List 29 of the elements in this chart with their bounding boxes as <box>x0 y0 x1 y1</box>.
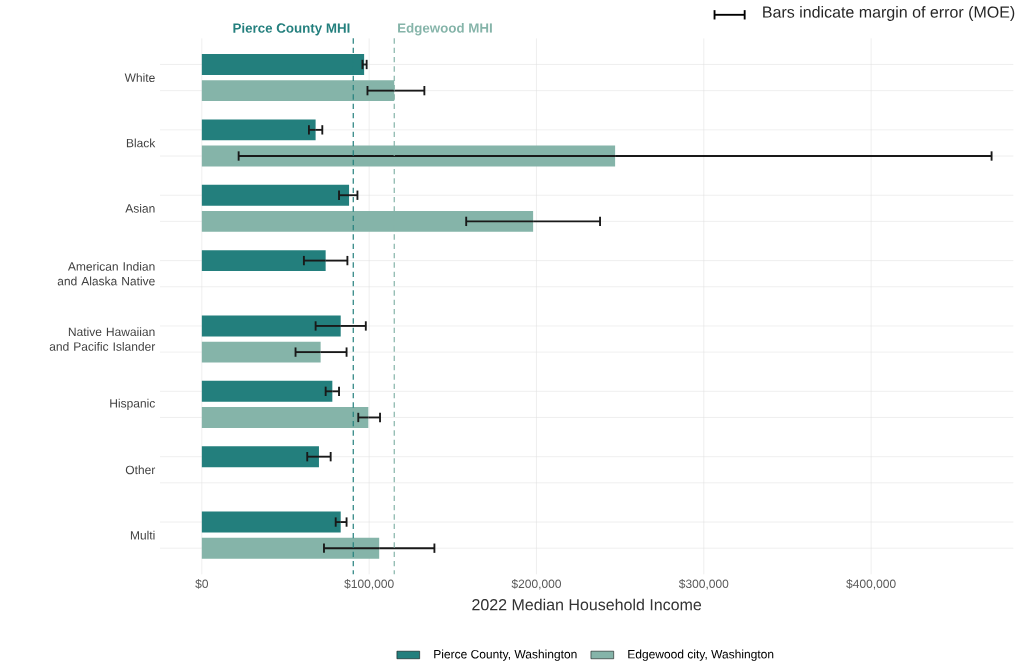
bar <box>201 511 341 533</box>
x-axis-title: 2022 Median Household Income <box>472 598 702 611</box>
ref-line-label: Pierce County MHI <box>233 23 350 36</box>
bar <box>201 341 321 363</box>
legend-label: Pierce County, Washington <box>434 649 577 661</box>
bar <box>201 119 316 141</box>
y-tick-label: American Indian and Alaska Native <box>57 262 155 286</box>
y-tick-label: Hispanic <box>110 398 155 411</box>
bar <box>201 381 333 402</box>
ref-line-label: Edgewood MHI <box>398 23 492 36</box>
x-tick-label: $0 <box>195 579 209 589</box>
bar <box>201 250 326 272</box>
y-tick-label: Native Hawaiian and Pacific Islander <box>49 327 156 351</box>
x-tick-label: $100,000 <box>344 579 394 590</box>
x-tick-label: $400,000 <box>846 579 896 590</box>
y-tick-label: Other <box>125 465 156 475</box>
text: Bars indicate margin of error (MOE) <box>763 6 1015 22</box>
x-tick-label: $200,000 <box>511 579 562 590</box>
y-tick-label: Multi <box>130 530 155 540</box>
bar <box>201 184 350 206</box>
bar <box>201 537 380 559</box>
y-tick-label: Black <box>126 138 156 148</box>
x-tick-label: $300,000 <box>678 579 729 590</box>
bar <box>201 446 319 468</box>
bar <box>201 407 369 429</box>
bar <box>201 315 341 337</box>
y-tick-label: Asian <box>125 204 155 213</box>
y-tick-label: White <box>124 73 155 83</box>
legend-label: Edgewood city, Washington <box>628 649 774 661</box>
